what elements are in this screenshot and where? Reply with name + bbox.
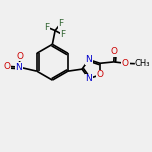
Text: N: N [86,74,92,83]
Text: N: N [16,62,22,72]
Text: CH₃: CH₃ [135,59,150,68]
Text: O: O [17,52,24,60]
Text: N: N [86,55,92,64]
Text: F: F [60,30,65,39]
Text: O: O [97,70,104,79]
Text: O: O [111,47,118,56]
Text: F: F [44,23,49,32]
Text: O: O [122,59,129,68]
Text: O: O [4,62,11,71]
Text: F: F [58,19,63,28]
